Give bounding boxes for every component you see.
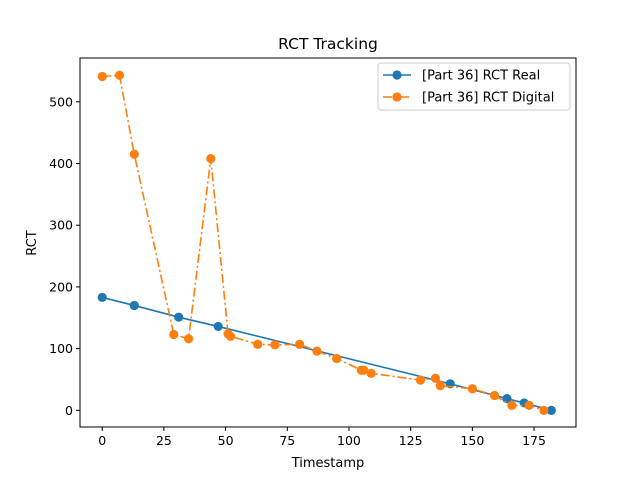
data-point [489, 390, 500, 401]
data-point [213, 321, 223, 332]
data-point [430, 373, 440, 383]
y-tick-label: 400 [49, 156, 73, 171]
series-rct-digital [97, 70, 549, 415]
y-tick-label: 0 [65, 403, 73, 418]
x-tick-label: 75 [279, 433, 295, 448]
x-tick-label: 150 [460, 433, 484, 448]
data-point [114, 70, 125, 80]
data-point [435, 381, 445, 391]
data-point [129, 149, 139, 159]
series-layer [97, 70, 556, 415]
x-axis-label: Timestamp [291, 456, 365, 471]
legend-box [377, 62, 571, 111]
x-tick-label: 125 [399, 433, 423, 448]
chart-title: RCT Tracking [278, 35, 378, 53]
legend-marker [392, 92, 402, 102]
x-tick-label: 175 [522, 433, 546, 448]
plot-frame [79, 57, 577, 428]
data-point [97, 71, 107, 82]
x-tick-label: 50 [218, 433, 234, 448]
data-point [183, 334, 194, 344]
data-point [295, 339, 305, 349]
x-tick-label: 25 [156, 433, 172, 448]
y-tick-label: 200 [49, 279, 73, 294]
data-point [270, 340, 280, 350]
data-point [415, 375, 426, 385]
data-point [206, 153, 216, 164]
data-point [169, 329, 179, 340]
data-point [253, 339, 263, 349]
data-point [502, 394, 512, 404]
legend: [Part 36] RCT Real [Part 36] RCT Digital [377, 62, 571, 111]
y-tick-label: 500 [49, 94, 73, 109]
data-point [129, 300, 139, 311]
data-point [174, 312, 184, 322]
x-tick-label: 100 [337, 433, 361, 448]
legend-label: [Part 36] RCT Digital [422, 91, 554, 106]
data-point [312, 346, 322, 356]
legend-marker [392, 70, 402, 80]
data-point [366, 368, 376, 378]
y-axis-label: RCT [25, 230, 40, 255]
data-point [546, 405, 556, 415]
data-point [225, 331, 236, 341]
data-point [539, 405, 549, 415]
data-point [332, 353, 342, 364]
data-point [359, 365, 369, 375]
data-point [97, 292, 107, 303]
x-axis: 0 25 50 75 100 125 150 175 [98, 427, 546, 448]
x-tick-label: 0 [98, 433, 106, 448]
y-tick-label: 300 [49, 218, 73, 233]
y-axis: 0 100 200 300 400 500 [49, 94, 80, 418]
y-tick-label: 100 [49, 341, 73, 356]
data-point [467, 384, 477, 394]
data-point [524, 400, 534, 411]
data-point [507, 400, 517, 411]
legend-label: [Part 36] RCT Real [422, 69, 540, 84]
